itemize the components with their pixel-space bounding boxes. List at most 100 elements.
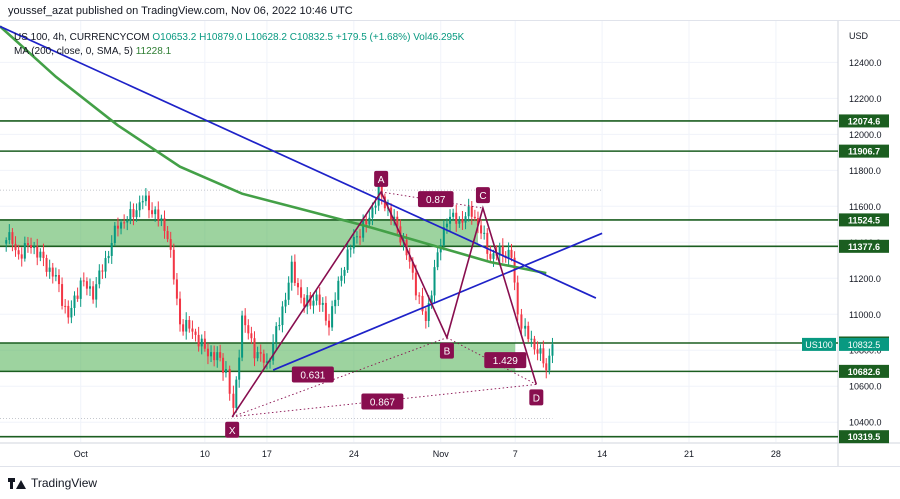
candle-body (107, 255, 110, 259)
legend-close: C10832.5 (289, 32, 334, 43)
candle-body (524, 325, 527, 329)
pattern-point-d: D (529, 389, 544, 406)
candle-body (253, 338, 256, 359)
ratio-label-box (291, 366, 334, 383)
candle-body (346, 249, 349, 270)
candle-body (8, 232, 11, 241)
candle-body (467, 206, 470, 217)
candle-body (191, 328, 194, 332)
currency-label: USD (849, 31, 869, 41)
pattern-point-a: A (374, 170, 389, 187)
chart-legend: US 100, 4h, CURRENCYCOM O10653.2 H10879.… (14, 31, 464, 59)
candle-body (67, 305, 70, 318)
candle-body (411, 261, 414, 273)
candle-body (76, 295, 79, 299)
candle-body (45, 258, 48, 272)
publisher-line: youssef_azat published on TradingView.co… (8, 5, 353, 17)
candle-body (11, 232, 14, 244)
price-level-tag-label: 11377.6 (848, 242, 880, 252)
candle-body (85, 281, 88, 289)
candle-body (265, 361, 268, 363)
legend-change: +179.5 (+1.68%) (335, 32, 411, 43)
candle-body (182, 324, 185, 332)
candle-body (179, 298, 182, 325)
candle-body (349, 248, 352, 250)
candle-body (359, 236, 362, 238)
price-tick-label: 11600.0 (849, 202, 881, 212)
candle-body (228, 368, 231, 394)
price-level-tag (839, 239, 889, 253)
candle-body (352, 236, 355, 249)
candle-body (244, 315, 247, 326)
price-tick-label: 11200.0 (849, 274, 881, 284)
pattern-point-c: C (475, 187, 490, 204)
candle-body (306, 295, 309, 307)
candle-body (33, 246, 36, 248)
legend-low: L10628.2 (245, 32, 287, 43)
candle-body (188, 319, 191, 329)
candle-body (129, 209, 132, 221)
candle-body (92, 286, 95, 300)
candle-body (203, 338, 206, 349)
candle-body (551, 344, 554, 356)
candle-body (219, 352, 222, 358)
candle-body (163, 218, 166, 231)
footer-brand-label: TradingView (31, 476, 98, 490)
candle-body (222, 357, 225, 373)
ratio-label-text: 0.87 (426, 195, 446, 206)
candle-body (88, 286, 92, 289)
price-tick-label: 12400.0 (849, 58, 882, 68)
candle-body (408, 255, 411, 262)
candle-body (206, 348, 209, 357)
candle-body (256, 352, 259, 359)
price-level-tag (839, 144, 889, 158)
candle-body (436, 252, 439, 268)
candle-body (536, 349, 539, 354)
candle-body (169, 239, 172, 250)
candle-body (371, 207, 374, 218)
candle-body (362, 220, 365, 238)
legend-volume: Vol46.295K (413, 32, 465, 43)
candle-body (312, 300, 315, 306)
candle-body (26, 243, 29, 246)
candle-body (120, 222, 123, 229)
candle-body (545, 363, 548, 371)
candle-body (427, 303, 430, 321)
candle-body (507, 249, 510, 259)
candle-body (23, 243, 26, 259)
price-level-tag (839, 364, 889, 378)
price-level-tag-label: 12074.6 (848, 116, 881, 126)
candle-body (458, 219, 461, 224)
candle-body (70, 307, 73, 318)
candle-body (216, 352, 219, 361)
candle-body (20, 254, 23, 259)
candle-body (135, 210, 138, 218)
pattern-point-label: D (533, 393, 540, 404)
candle-body (281, 306, 284, 326)
pattern-ratio-line (446, 337, 537, 385)
ratio-label-box (484, 352, 527, 369)
candle-body (197, 334, 200, 347)
candle-body (530, 338, 533, 340)
tradingview-logo-icon (8, 477, 26, 489)
candle-body (452, 212, 455, 217)
candle-body (104, 258, 107, 272)
chart-area[interactable]: X A B C D 0.87 0.631 1.429 0.867 USD 12400.0 12200.… (0, 20, 900, 467)
candle-body (48, 267, 51, 272)
candle-body (61, 284, 64, 306)
candle-body (172, 249, 175, 280)
candle-body (355, 236, 358, 238)
time-tick-label: 7 (513, 449, 518, 459)
candle-body (309, 295, 312, 306)
candle-body (238, 357, 241, 380)
candle-body (343, 269, 346, 276)
price-chart[interactable]: X A B C D 0.87 0.631 1.429 0.867 USD 12400.0 12200.… (0, 21, 900, 466)
pattern-point-box (529, 389, 544, 406)
ratio-label-text: 1.429 (493, 356, 518, 367)
candle-body (17, 250, 20, 255)
candle-body (232, 393, 235, 408)
candle-body (337, 280, 340, 300)
ratio-label: 0.87 (417, 191, 454, 208)
candle-body (224, 368, 227, 373)
candle-body (340, 275, 343, 281)
